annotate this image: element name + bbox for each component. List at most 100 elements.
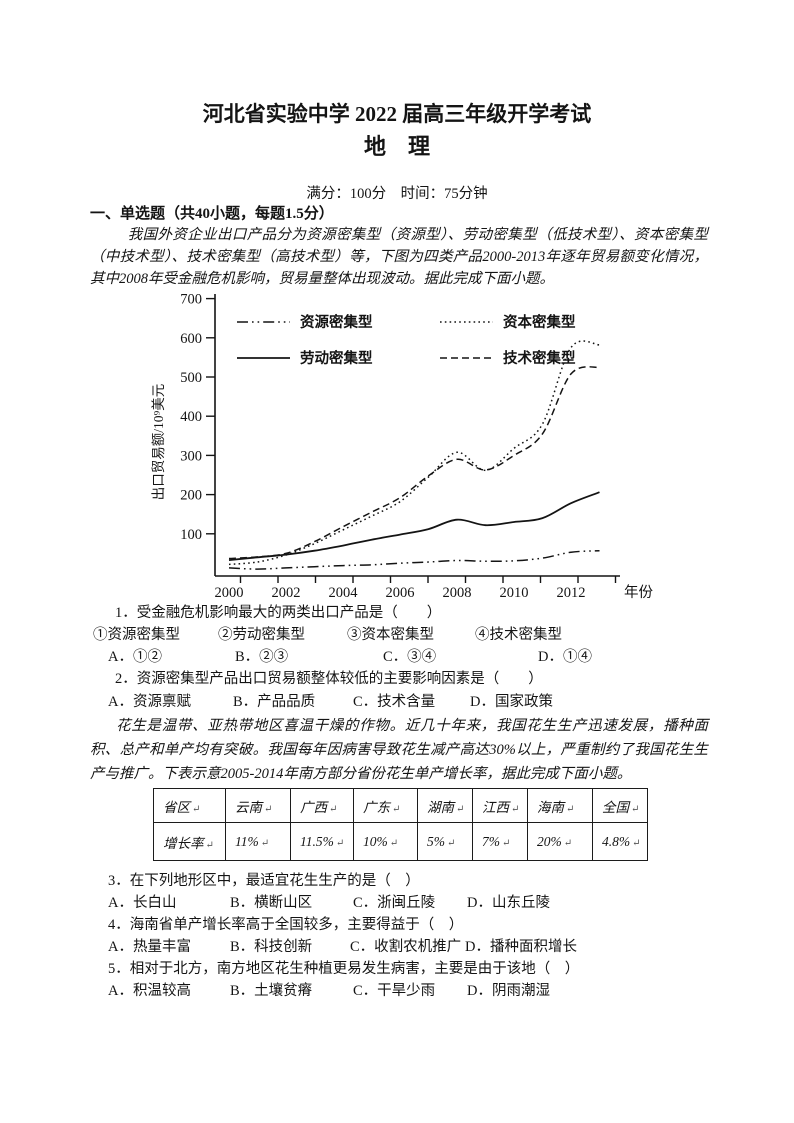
table-header-row: 省区 ↵ 云南 ↵ 广西 ↵ 广东 ↵ 湖南 ↵ 江西 ↵ 海南 ↵ 全国 ↵: [153, 788, 648, 823]
table-cell-text: 7%: [482, 833, 500, 849]
table-cell-text: 广东: [363, 799, 390, 815]
return-mark: ↵: [456, 803, 465, 815]
table-cell: 海南 ↵: [527, 788, 593, 823]
choice-a: A．长白山: [108, 895, 177, 911]
series-line-4: [228, 366, 600, 560]
return-mark: ↵: [335, 837, 345, 849]
choice-b: B．产品品质: [233, 694, 316, 710]
growth-table: 省区 ↵ 云南 ↵ 广西 ↵ 广东 ↵ 湖南 ↵ 江西 ↵ 海南 ↵ 全国 ↵ 增长率 ↵ 11% ↵ 11.5% ↵ 10…: [153, 788, 648, 861]
y-tick-label: 400: [180, 409, 202, 425]
table-cell-text: 11%: [235, 833, 259, 849]
return-mark: ↵: [511, 803, 520, 815]
choice-c: C．技术含量: [353, 694, 436, 710]
x-axis-title: 年份: [624, 584, 653, 601]
suboption-1: ①资源密集型: [93, 627, 180, 643]
question-4-choices: A．热量丰富 B．科技创新 C．收割农机推广 D．播种面积增长: [90, 935, 750, 957]
passage-peanut-intro: 花生是温带、亚热带地区喜温干燥的作物。近几十年来，我国花生生产迅速发展，播种面积…: [90, 718, 708, 782]
choice-a: A．热量丰富: [108, 939, 191, 955]
series-line-2: [228, 340, 600, 566]
table-cell: 广东 ↵: [353, 788, 418, 823]
choice-a: A．积温较高: [108, 983, 191, 999]
table-cell-text: 10%: [363, 833, 388, 849]
table-cell: 广西 ↵: [290, 788, 354, 823]
table-cell: 20% ↵: [527, 822, 593, 861]
legend-label: 劳动密集型: [300, 349, 373, 367]
question-5-stem: 5．相对于北方，南方地区花生种植更易发生病害，主要是由于该地（ ）: [108, 961, 580, 977]
table-cell: 全国 ↵: [592, 788, 648, 823]
x-tick-label: 2010: [500, 585, 529, 601]
suboption-4: ④技术密集型: [475, 627, 562, 643]
choice-a: A．①②: [108, 649, 162, 665]
passage-export-intro: 我国外资企业出口产品分为资源密集型（资源型）、劳动密集型（低技术型）、资本密集型…: [90, 227, 708, 287]
choice-d: D．阴雨潮湿: [467, 983, 550, 999]
legend-label: 资源密集型: [300, 313, 373, 331]
x-tick-label: 2008: [443, 585, 472, 601]
table-cell-text: 湖南: [427, 799, 454, 815]
y-tick-label: 300: [180, 448, 202, 464]
table-cell: 5% ↵: [417, 822, 473, 861]
question-4-stem: 4．海南省单产增长率高于全国较多，主要得益于（ ）: [108, 917, 464, 933]
table-cell-text: 江西: [482, 799, 509, 815]
return-mark: ↵: [447, 837, 456, 849]
return-mark: ↵: [566, 803, 575, 815]
y-tick-label: 200: [180, 488, 202, 504]
section-heading: 一、单选题（共40小题，每题1.5分）: [90, 206, 334, 222]
question-1-stem: 1．受金融危机影响最大的两类出口产品是（ ）: [115, 605, 442, 621]
table-data-row: 增长率 ↵ 11% ↵ 11.5% ↵ 10% ↵ 5% ↵ 7% ↵ 20% ↵ 4.8% ↵: [153, 822, 648, 861]
question-3-choices: A．长白山 B．横断山区 C．浙闽丘陵 D．山东丘陵: [90, 891, 750, 913]
table-cell-text: 增长率: [163, 835, 204, 851]
x-tick-label: 2006: [386, 585, 415, 601]
return-mark: ↵: [563, 837, 573, 849]
return-mark: ↵: [329, 803, 338, 815]
choice-b: B．横断山区: [230, 895, 313, 911]
table-cell-text: 云南: [235, 799, 262, 815]
table-cell-text: 5%: [427, 833, 445, 849]
table-cell: 10% ↵: [353, 822, 418, 861]
table-cell: 湖南 ↵: [417, 788, 473, 823]
return-mark: ↵: [632, 837, 641, 849]
table-cell-text: 海南: [537, 799, 564, 815]
question-1-choices: A．①② B．②③ C．③④ D．①④: [90, 645, 750, 667]
x-tick-label: 2002: [272, 585, 301, 601]
suboption-2: ②劳动密集型: [218, 627, 305, 643]
table-cell: 省区 ↵: [153, 788, 226, 823]
x-tick-label: 2000: [215, 585, 244, 601]
table-cell: 11.5% ↵: [290, 822, 354, 861]
return-mark: ↵: [192, 803, 201, 815]
choice-b: B．②③: [235, 649, 289, 665]
return-mark: ↵: [502, 837, 511, 849]
choice-d: D．山东丘陵: [467, 895, 550, 911]
choice-b: B．土壤贫瘠: [230, 983, 313, 999]
table-cell: 江西 ↵: [472, 788, 528, 823]
choice-d: D．播种面积增长: [465, 939, 577, 955]
table-cell-text: 11.5%: [300, 833, 334, 849]
table-cell-text: 广西: [300, 799, 327, 815]
choice-a: A．资源禀赋: [108, 694, 191, 710]
exam-meta: 满分：100分 时间：75分钟: [306, 186, 488, 202]
series-line-3: [228, 491, 600, 561]
legend-label: 资本密集型: [503, 313, 576, 331]
table-cell: 11% ↵: [225, 822, 291, 861]
return-mark: ↵: [205, 839, 214, 851]
y-tick-label: 100: [180, 527, 202, 543]
return-mark: ↵: [389, 837, 399, 849]
x-tick-label: 2012: [557, 585, 586, 601]
subject-title: 地 理: [363, 134, 430, 159]
choice-c: C．③④: [383, 649, 437, 665]
table-cell-text: 省区: [163, 799, 190, 815]
choice-c: C．干旱少雨: [353, 983, 436, 999]
table-cell: 云南 ↵: [225, 788, 291, 823]
table-cell: 增长率 ↵: [153, 822, 226, 861]
x-tick-label: 2004: [329, 585, 359, 601]
table-cell-text: 4.8%: [602, 833, 631, 849]
choice-c: C．收割农机推广: [350, 939, 462, 955]
export-trade-chart-svg: 100 200 300 400 500 600 700 2000 2002 2004 2006 200…: [151, 292, 653, 601]
y-tick-label: 500: [180, 370, 202, 386]
return-mark: ↵: [260, 837, 270, 849]
question-3-stem: 3．在下列地形区中，最适宜花生生产的是（ ）: [108, 873, 420, 889]
return-mark: ↵: [392, 803, 401, 815]
question-1-suboptions: ①资源密集型 ②劳动密集型 ③资本密集型 ④技术密集型: [90, 623, 750, 645]
choice-c: C．浙闽丘陵: [353, 895, 436, 911]
page-title: 河北省实验中学 2022 届高三年级开学考试: [202, 102, 592, 126]
